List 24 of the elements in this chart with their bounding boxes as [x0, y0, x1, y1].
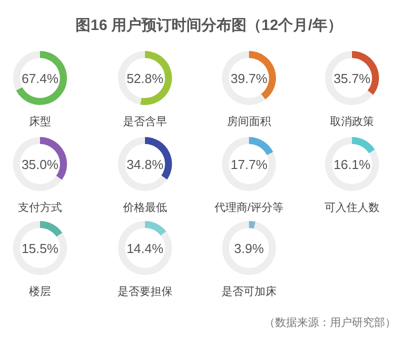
text: 床型 — [29, 115, 51, 128]
text: 39.7% — [230, 71, 268, 86]
text: 支付方式 — [18, 201, 62, 214]
text: 是否含早 — [123, 115, 167, 128]
text: 代理商/评分等 — [213, 201, 284, 214]
text: 35.0% — [22, 157, 59, 172]
text: 房间面积 — [227, 115, 271, 128]
text: 16.1% — [334, 157, 371, 172]
text: 可入住人数 — [324, 201, 380, 214]
text: 楼层 — [29, 285, 51, 298]
text: 67.4% — [22, 71, 59, 86]
text: 图16 用户预订时间分布图（12个月/年） — [76, 16, 342, 34]
text: 52.8% — [126, 71, 164, 86]
text: 取消政策 — [330, 115, 374, 128]
text: （数据来源：用户研究部） — [264, 316, 396, 329]
text: 15.5% — [22, 241, 59, 256]
text: 34.8% — [126, 157, 164, 172]
text: 3.9% — [234, 241, 264, 256]
text: 14.4% — [126, 241, 164, 256]
text: 35.7% — [334, 71, 371, 86]
text: 是否可加床 — [222, 285, 276, 298]
text: 是否要担保 — [118, 286, 172, 298]
text: 价格最低 — [122, 202, 167, 214]
text: 17.7% — [230, 157, 268, 172]
